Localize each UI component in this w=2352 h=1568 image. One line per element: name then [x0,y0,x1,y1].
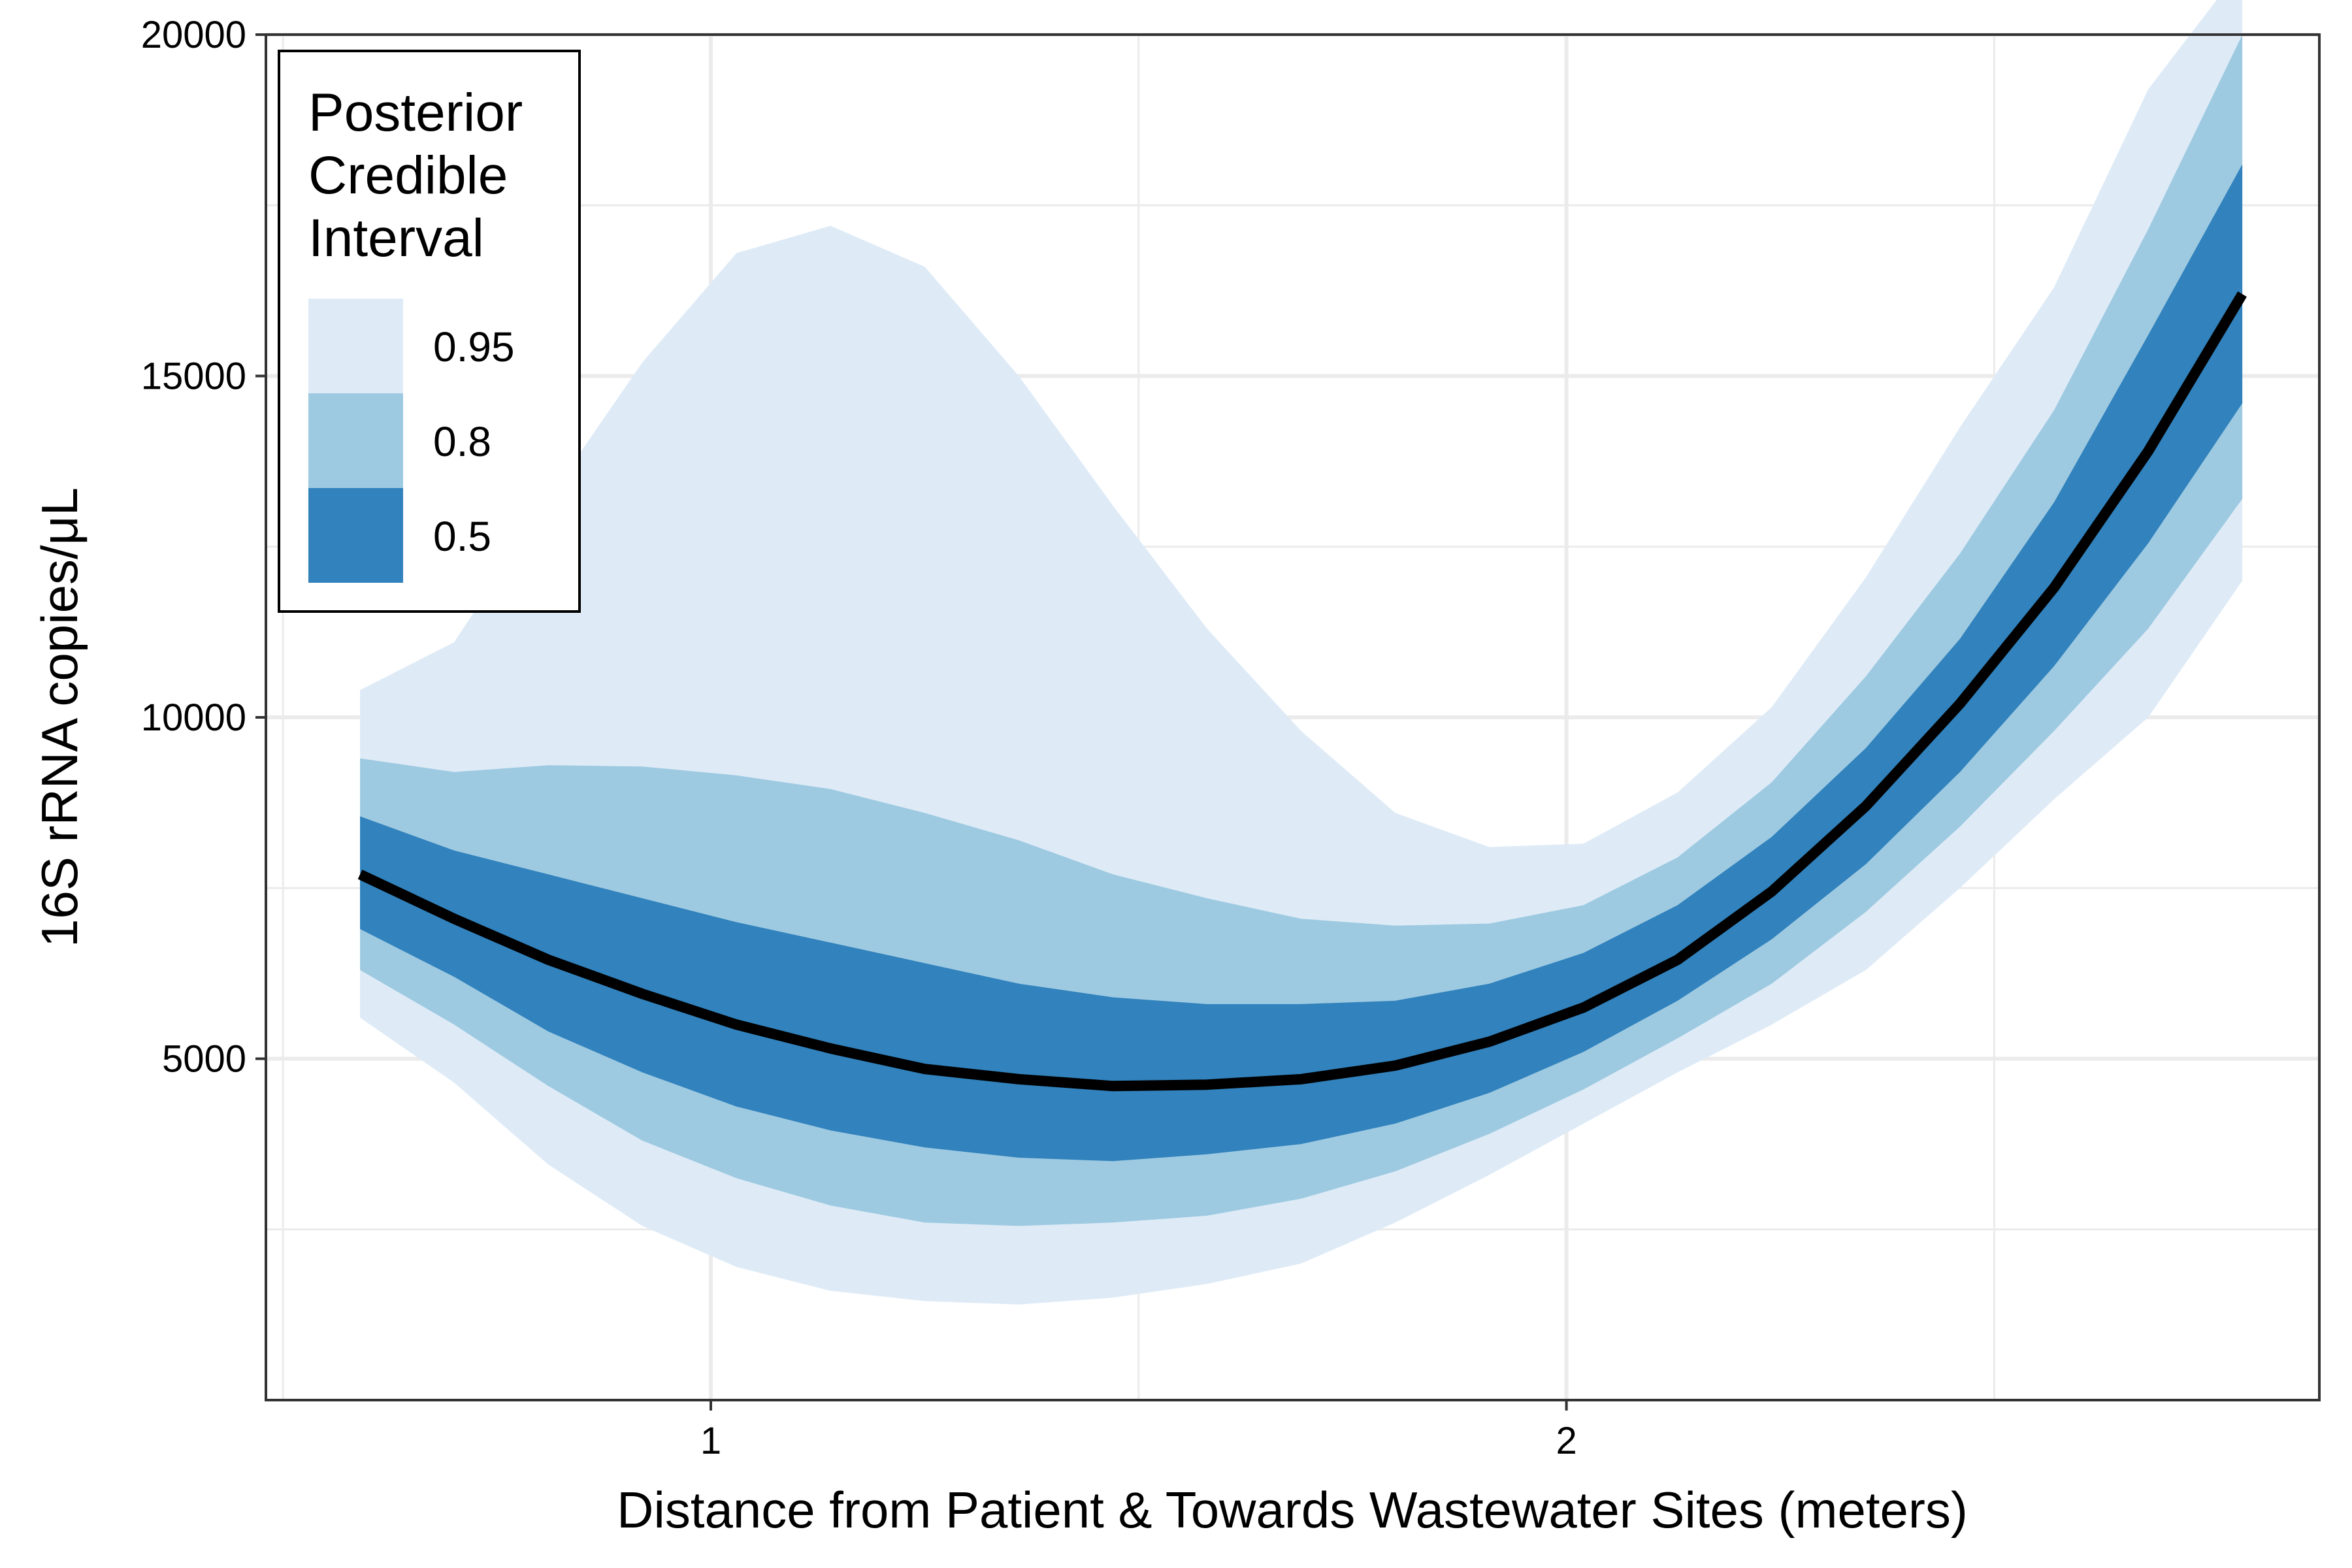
legend-title-line-1: Posterior [308,83,523,142]
y-tick-label: 20000 [141,14,246,56]
legend-title-line-2: Credible [308,146,508,205]
legend-label-0-8: 0.8 [433,418,491,465]
axes: 5000 10000 15000 20000 1 2 [141,14,1577,1462]
y-axis-title: 16S rRNA copies/μL [31,487,88,947]
y-tick-label: 5000 [162,1038,246,1081]
x-tick-label: 2 [1556,1420,1576,1462]
legend-swatch-0-95 [308,299,403,393]
legend-label-0-5: 0.5 [433,513,491,560]
legend-label-0-95: 0.95 [433,323,515,370]
band-0-5 [360,164,2243,1162]
x-tick-label: 1 [700,1420,721,1462]
credible-bands [360,0,2243,1305]
y-tick-label: 15000 [141,355,246,398]
median-line [357,291,2247,1092]
legend-title-line-3: Interval [308,208,484,268]
legend-swatch-0-8 [308,393,403,488]
x-axis-title: Distance from Patient & Towards Wastewat… [617,1481,1968,1539]
y-tick-label: 10000 [141,696,246,739]
legend-swatch-0-5 [308,488,403,583]
legend: Posterior Credible Interval 0.95 0.8 0.5 [278,50,581,613]
median-line-group [357,291,2247,1092]
